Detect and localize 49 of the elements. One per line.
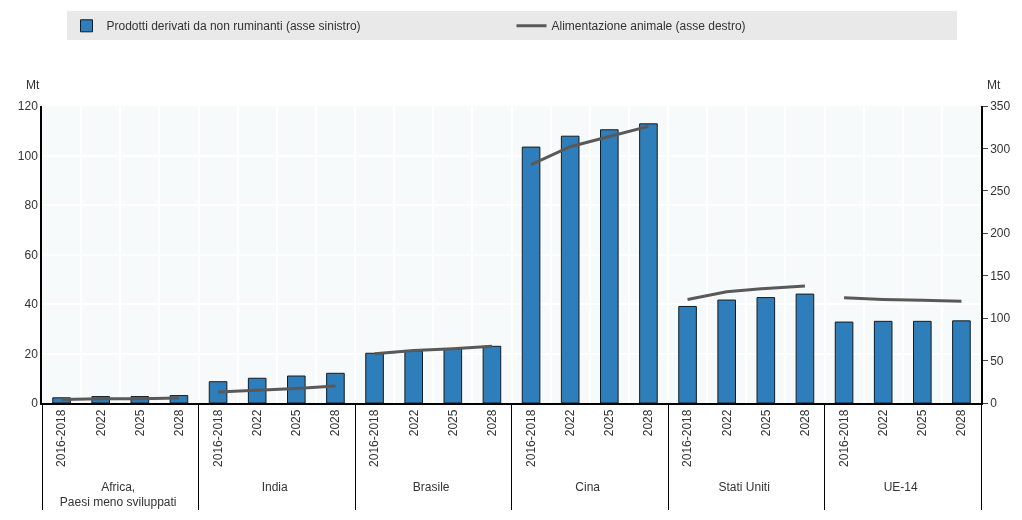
x-tick-label: 2025 <box>915 409 930 437</box>
text: Cina <box>575 479 601 494</box>
legend-label: Alimentazione animale (asse destro) <box>551 19 746 34</box>
text: Brasile <box>412 479 450 494</box>
y2-axis-title: Mt <box>987 78 1001 92</box>
x-tick-label: 2022 <box>719 409 734 437</box>
x-tick-label: 2016-2018 <box>680 409 695 467</box>
x-tick-label: 2025 <box>758 409 773 437</box>
x-tick-label: 2025 <box>132 409 147 437</box>
y-tick-label: 40 <box>24 297 39 312</box>
x-tick-label: 2022 <box>876 409 891 437</box>
x-tick-label: 2022 <box>250 409 265 437</box>
text: UE-14 <box>883 479 918 494</box>
text: India <box>261 479 288 494</box>
legend-label: Prodotti derivati da non ruminanti (asse sinistro) <box>106 19 361 34</box>
x-tick-label: 2016-2018 <box>523 409 538 467</box>
x-tick-label: 2022 <box>406 409 421 437</box>
y2-tick-label: 200 <box>990 226 1011 241</box>
y2-tick-label: 100 <box>990 311 1011 326</box>
x-tick-label: 2028 <box>484 409 499 437</box>
y2-tick-label: 300 <box>990 141 1011 156</box>
x-tick-label: 2016-2018 <box>54 409 69 467</box>
y2-tick-label: 150 <box>990 268 1011 283</box>
y2-tick-label: 0 <box>990 396 998 411</box>
x-tick-label: 2028 <box>641 409 656 437</box>
x-tick-label: 2022 <box>93 409 108 437</box>
text: Stati Uniti <box>718 479 770 494</box>
x-tick-label: 2025 <box>289 409 304 437</box>
x-tick-label: 2022 <box>563 409 578 437</box>
x-tick-label: 2028 <box>328 409 343 437</box>
y-tick-label: 60 <box>24 247 39 262</box>
x-tick-label: 2016-2018 <box>367 409 382 467</box>
x-tick-label: 2025 <box>445 409 460 437</box>
x-tick-label: 2025 <box>602 409 617 437</box>
x-tick-label: 2016-2018 <box>210 409 225 467</box>
y2-tick-label: 350 <box>990 99 1011 114</box>
y2-tick-label: 250 <box>990 184 1011 199</box>
x-tick-label: 2028 <box>954 409 969 437</box>
y2-tick-label: 50 <box>990 353 1004 368</box>
x-tick-label: 2028 <box>171 409 186 437</box>
x-tick-label: 2028 <box>797 409 812 437</box>
y-tick-label: 20 <box>24 346 39 361</box>
text: Africa, Paesi meno sviluppati <box>59 479 177 510</box>
y-axis-title: Mt <box>26 78 40 92</box>
x-tick-label: 2016-2018 <box>836 409 851 467</box>
y-tick-label: 100 <box>17 148 39 163</box>
y-tick-label: 80 <box>24 198 39 213</box>
y-tick-label: 0 <box>31 396 39 411</box>
y-tick-label: 120 <box>17 99 39 114</box>
